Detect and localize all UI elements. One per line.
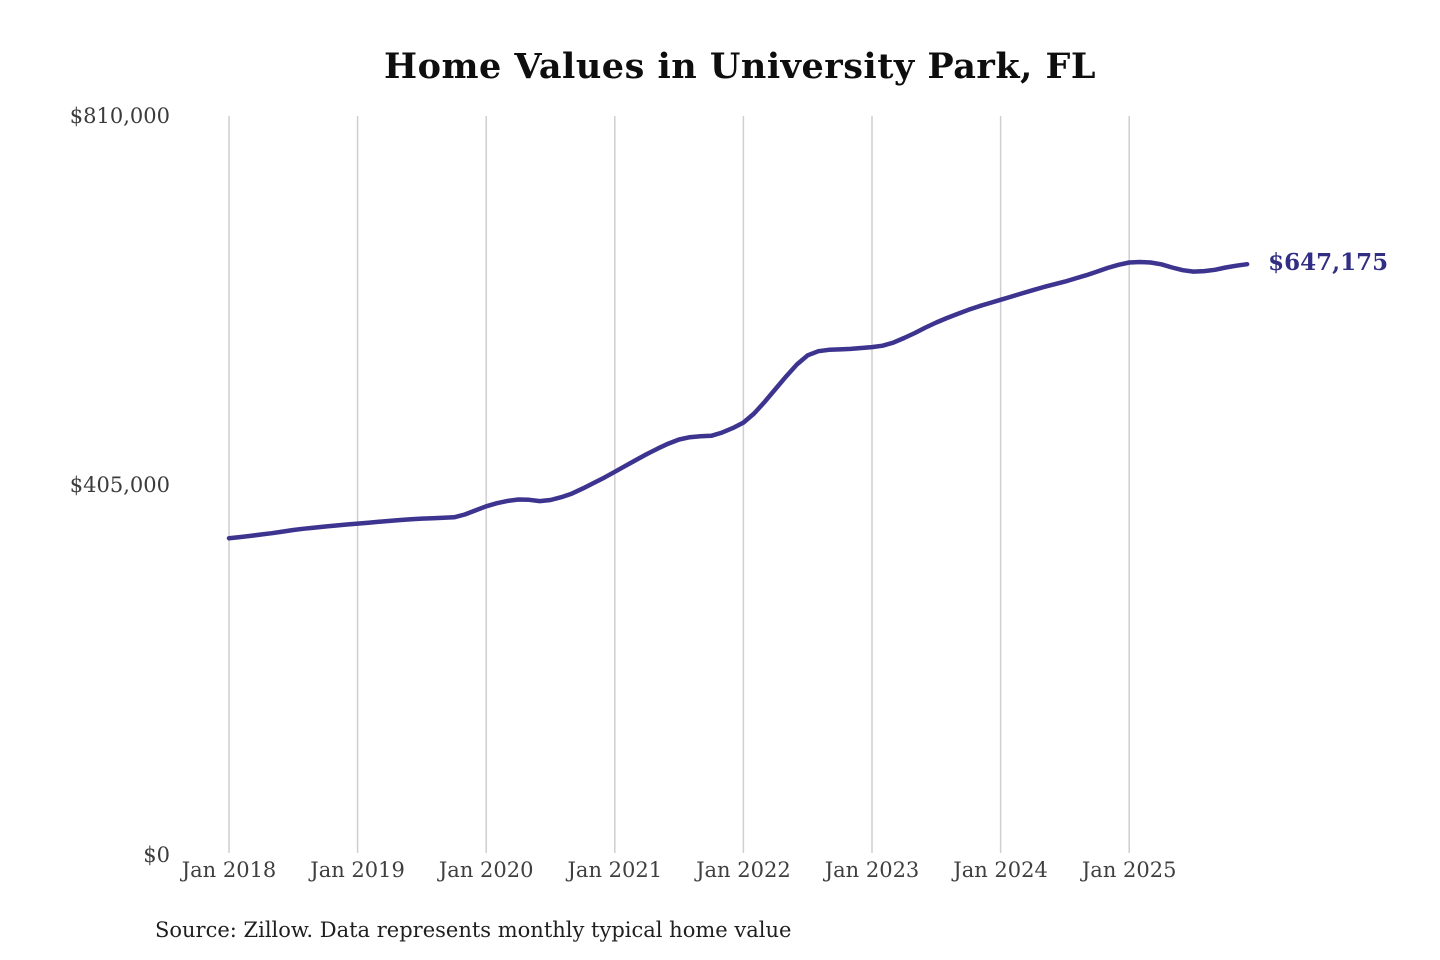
x-tick-label-2020: Jan 2020 xyxy=(438,858,534,882)
x-tick-label-2024: Jan 2024 xyxy=(953,858,1048,882)
y-tick-label-810000: $810,000 xyxy=(69,104,170,128)
home-value-line xyxy=(226,259,1250,541)
x-tick-label-2019: Jan 2019 xyxy=(310,858,405,882)
latest-value-label: $647,175 xyxy=(1268,249,1389,277)
y-tick-label-405000: $405,000 xyxy=(69,473,170,497)
source-note: Source: Zillow. Data represents monthly … xyxy=(155,918,792,942)
x-tick-label-2023: Jan 2023 xyxy=(824,858,920,882)
chart-title: Home Values in University Park, FL xyxy=(384,46,1096,87)
x-tick-label-2025: Jan 2025 xyxy=(1081,858,1177,882)
x-tick-label-2018: Jan 2018 xyxy=(181,858,277,882)
x-tick-label-2022: Jan 2022 xyxy=(696,858,791,882)
y-tick-label-0: $0 xyxy=(143,843,170,867)
x-tick-label-2021: Jan 2021 xyxy=(567,858,663,882)
